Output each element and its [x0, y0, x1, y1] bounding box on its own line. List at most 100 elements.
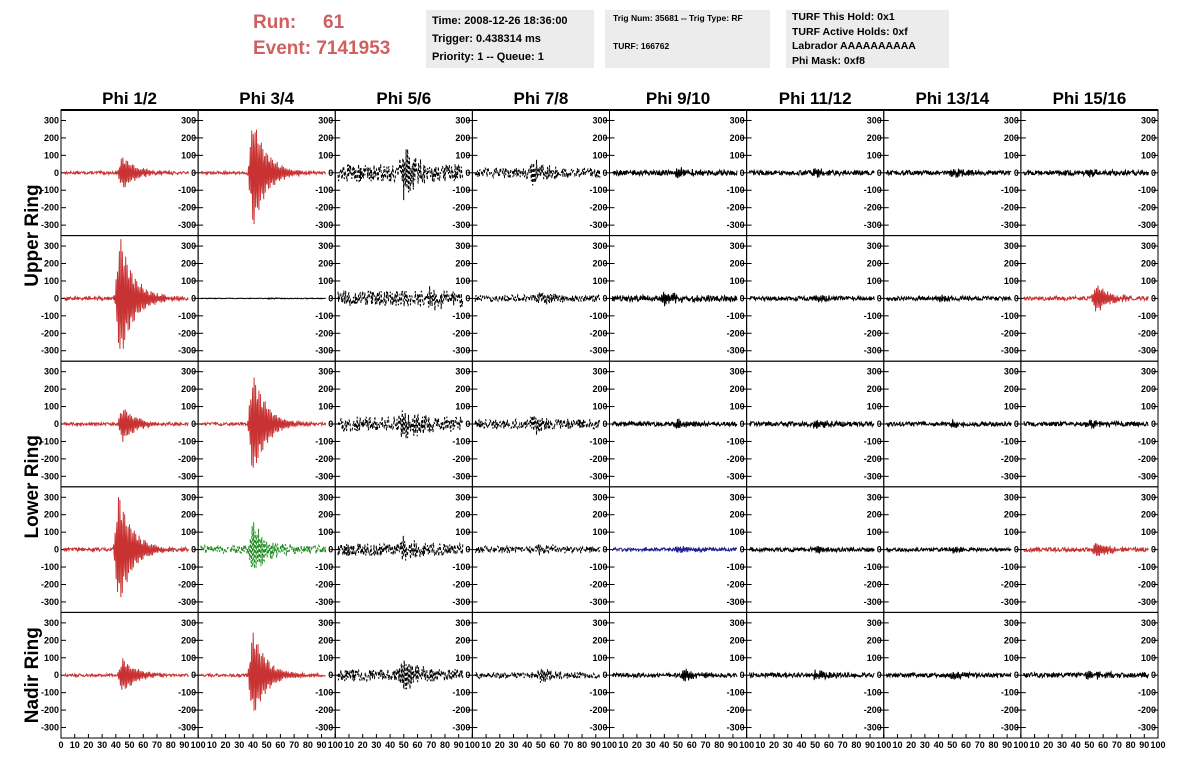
y-tick-label: -200 — [452, 328, 470, 338]
y-tick-label: 300 — [1141, 241, 1156, 251]
x-tick-label: 80 — [1126, 740, 1136, 750]
waveform-trace — [200, 129, 326, 225]
panel-frame — [197, 360, 336, 488]
panel-frame — [746, 486, 885, 613]
panel-frame — [609, 235, 748, 362]
y-tick-label: -200 — [1138, 705, 1156, 715]
x-tick-label: 60 — [275, 740, 285, 750]
turf-hold-text: TURF This Hold: 0x1 — [792, 11, 895, 23]
y-tick-label: 200 — [592, 635, 607, 645]
y-tick-label: 200 — [592, 259, 607, 269]
waveform-trace — [200, 377, 327, 468]
y-tick-label: -200 — [864, 203, 882, 213]
y-tick-label: -200 — [41, 454, 59, 464]
y-tick-label: 0 — [54, 168, 59, 178]
y-tick-label: -300 — [727, 471, 745, 481]
x-tick-label: 90 — [591, 740, 601, 750]
y-tick-label: -300 — [589, 597, 607, 607]
y-tick-label: 100 — [867, 402, 882, 412]
y-tick-label: 100 — [455, 276, 470, 286]
y-tick-label: 100 — [44, 276, 59, 286]
y-tick-label: 300 — [44, 115, 59, 125]
y-tick-label: 300 — [44, 618, 59, 628]
y-tick-label: -100 — [1001, 688, 1019, 698]
y-tick-label: -200 — [178, 454, 196, 464]
x-tick-label: 90 — [317, 740, 327, 750]
y-tick-label: 300 — [592, 367, 607, 377]
y-tick-label: 0 — [191, 293, 196, 303]
y-tick-label: -300 — [864, 723, 882, 733]
y-tick-label: 0 — [1151, 293, 1156, 303]
waveform-trace — [749, 294, 875, 304]
y-tick-label: 300 — [1004, 367, 1019, 377]
y-tick-label: -100 — [1001, 185, 1019, 195]
y-tick-label: 0 — [465, 168, 470, 178]
y-tick-label: 200 — [1141, 133, 1156, 143]
y-tick-label: 300 — [455, 241, 470, 251]
x-tick-label: 10 — [207, 740, 217, 750]
event-label: Event: — [253, 38, 312, 59]
y-tick-label: 100 — [867, 150, 882, 160]
y-tick-label: -300 — [589, 723, 607, 733]
y-tick-label: -200 — [452, 454, 470, 464]
y-tick-label: 100 — [44, 653, 59, 663]
y-tick-label: -100 — [1001, 562, 1019, 572]
x-tick-label: 100 — [328, 740, 343, 750]
y-tick-label: -300 — [589, 471, 607, 481]
y-tick-label: 200 — [181, 384, 196, 394]
x-tick-label: 100 — [1150, 740, 1165, 750]
x-tick-label: 60 — [961, 740, 971, 750]
y-tick-label: 300 — [181, 618, 196, 628]
y-tick-label: -300 — [864, 471, 882, 481]
waveform-trace — [474, 159, 601, 186]
y-tick-label: 0 — [877, 168, 882, 178]
y-tick-label: -300 — [41, 471, 59, 481]
x-tick-label: 70 — [975, 740, 985, 750]
panel-frame — [1020, 109, 1159, 237]
turf-text: TURF: 166762 — [613, 41, 670, 51]
panel-frame — [334, 486, 473, 613]
y-tick-label: -200 — [41, 579, 59, 589]
row-header: Upper Ring — [22, 184, 43, 286]
panel-frame — [883, 486, 1022, 613]
waveform-trace — [886, 419, 1012, 429]
y-tick-label: 100 — [1141, 527, 1156, 537]
y-tick-label: 300 — [318, 492, 333, 502]
waveform-trace — [475, 543, 601, 556]
y-tick-label: -300 — [41, 723, 59, 733]
column-header: Phi 3/4 — [239, 89, 294, 108]
x-tick-label: 40 — [659, 740, 669, 750]
y-tick-label: 100 — [318, 653, 333, 663]
y-tick-label: 0 — [1151, 670, 1156, 680]
y-tick-label: 100 — [181, 527, 196, 537]
y-tick-label: 200 — [867, 510, 882, 520]
panel-frame — [334, 360, 473, 488]
y-tick-label: -100 — [41, 185, 59, 195]
y-tick-label: -100 — [315, 436, 333, 446]
y-tick-label: 0 — [191, 670, 196, 680]
panel-frame — [609, 611, 748, 739]
y-tick-label: 0 — [54, 545, 59, 555]
y-tick-label: 100 — [1004, 150, 1019, 160]
x-tick-label: 50 — [947, 740, 957, 750]
column-header: Phi 5/6 — [376, 89, 431, 108]
x-tick-label: 30 — [646, 740, 656, 750]
x-tick-label: 50 — [262, 740, 272, 750]
y-tick-label: -100 — [864, 185, 882, 195]
event-value: 7141953 — [316, 38, 391, 59]
y-tick-label: -300 — [452, 471, 470, 481]
y-tick-label: -100 — [864, 562, 882, 572]
y-tick-label: 300 — [455, 367, 470, 377]
waveform-trace — [200, 296, 326, 300]
column-header: Phi 11/12 — [779, 89, 852, 108]
panel-frame — [609, 486, 748, 613]
panel-frame — [471, 109, 610, 237]
waveform-trace — [886, 168, 1012, 178]
y-tick-label: -300 — [41, 597, 59, 607]
panel-frame — [883, 611, 1022, 739]
waveform-trace — [611, 668, 738, 682]
y-tick-label: -200 — [178, 705, 196, 715]
y-tick-label: 200 — [318, 133, 333, 143]
y-tick-label: -300 — [1001, 471, 1019, 481]
panel-frame — [1020, 360, 1159, 488]
